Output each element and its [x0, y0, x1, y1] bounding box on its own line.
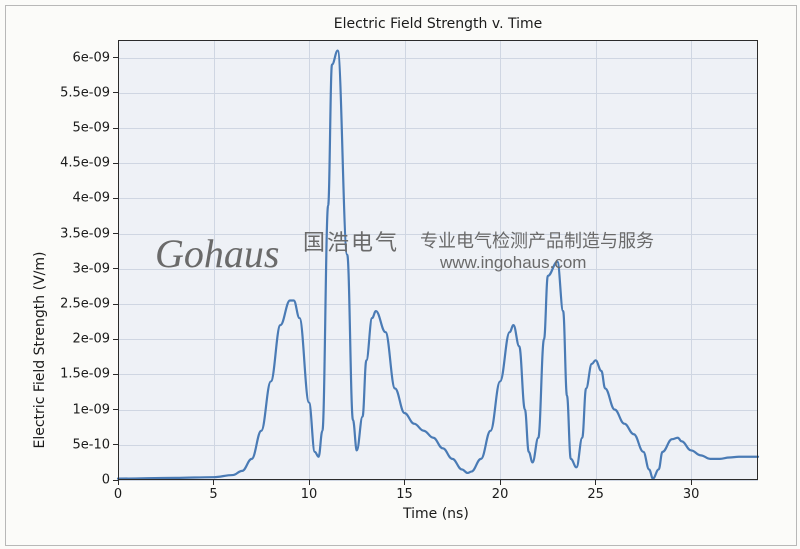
y-tick-mark — [113, 339, 118, 340]
x-tick-label: 15 — [396, 487, 413, 502]
y-axis-label: Electric Field Strength (V/m) — [32, 252, 48, 449]
x-tick-mark — [595, 480, 596, 485]
y-tick-label: 0 — [58, 473, 110, 488]
x-tick-label: 25 — [587, 487, 604, 502]
line-series — [0, 0, 800, 549]
y-tick-label: 5e-09 — [58, 121, 110, 136]
x-tick-label: 20 — [492, 487, 509, 502]
y-tick-label: 3.5e-09 — [58, 226, 110, 241]
y-tick-mark — [113, 92, 118, 93]
y-tick-label: 2.5e-09 — [58, 297, 110, 312]
y-tick-label: 4e-09 — [58, 191, 110, 206]
y-tick-mark — [113, 304, 118, 305]
chart-title: Electric Field Strength v. Time — [334, 16, 542, 32]
y-tick-mark — [113, 233, 118, 234]
y-tick-label: 5.5e-09 — [58, 85, 110, 100]
y-tick-mark — [113, 128, 118, 129]
x-tick-label: 5 — [209, 487, 217, 502]
y-tick-mark — [113, 444, 118, 445]
x-tick-mark — [500, 480, 501, 485]
x-tick-mark — [213, 480, 214, 485]
x-tick-label: 30 — [683, 487, 700, 502]
x-tick-mark — [404, 480, 405, 485]
y-tick-label: 2e-09 — [58, 332, 110, 347]
y-tick-label: 1.5e-09 — [58, 367, 110, 382]
y-tick-label: 4.5e-09 — [58, 156, 110, 171]
x-axis-label: Time (ns) — [403, 506, 469, 522]
y-tick-mark — [113, 57, 118, 58]
y-tick-label: 6e-09 — [58, 50, 110, 65]
x-tick-label: 10 — [301, 487, 318, 502]
y-tick-mark — [113, 163, 118, 164]
y-tick-label: 5e-10 — [58, 437, 110, 452]
y-tick-mark — [113, 374, 118, 375]
y-tick-mark — [113, 198, 118, 199]
y-tick-mark — [113, 409, 118, 410]
y-tick-mark — [113, 268, 118, 269]
y-tick-mark — [113, 480, 118, 481]
x-tick-mark — [691, 480, 692, 485]
x-tick-mark — [118, 480, 119, 485]
y-tick-label: 3e-09 — [58, 261, 110, 276]
x-tick-label: 0 — [114, 487, 122, 502]
x-tick-mark — [309, 480, 310, 485]
y-tick-label: 1e-09 — [58, 402, 110, 417]
